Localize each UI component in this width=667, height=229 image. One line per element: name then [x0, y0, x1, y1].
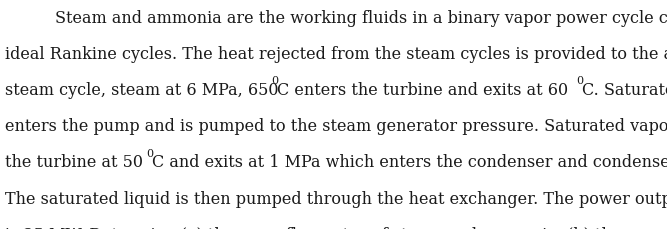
Text: ideal Rankine cycles. The heat rejected from the steam cycles is provided to the: ideal Rankine cycles. The heat rejected … — [5, 46, 667, 63]
Text: steam cycle, steam at 6 MPa, 650: steam cycle, steam at 6 MPa, 650 — [5, 82, 279, 99]
Text: is 25 MW. Determine (a) the mass flow rates of steam and ammonia, (b) the power : is 25 MW. Determine (a) the mass flow ra… — [5, 227, 667, 229]
Text: 0: 0 — [147, 149, 153, 159]
Text: enters the pump and is pumped to the steam generator pressure. Saturated vapor o: enters the pump and is pumped to the ste… — [5, 118, 667, 135]
Text: the turbine at 50: the turbine at 50 — [5, 154, 143, 172]
Text: C enters the turbine and exits at 60: C enters the turbine and exits at 60 — [277, 82, 568, 99]
Text: The saturated liquid is then pumped through the heat exchanger. The power output: The saturated liquid is then pumped thro… — [5, 191, 667, 207]
Text: C and exits at 1 MPa which enters the condenser and condenses to saturated liqui: C and exits at 1 MPa which enters the co… — [152, 154, 667, 172]
Text: C. Saturated liquid at 60: C. Saturated liquid at 60 — [582, 82, 667, 99]
Text: 0: 0 — [576, 76, 583, 87]
Text: Steam and ammonia are the working fluids in a binary vapor power cycle consistin: Steam and ammonia are the working fluids… — [55, 10, 667, 27]
Text: 0: 0 — [271, 76, 278, 87]
